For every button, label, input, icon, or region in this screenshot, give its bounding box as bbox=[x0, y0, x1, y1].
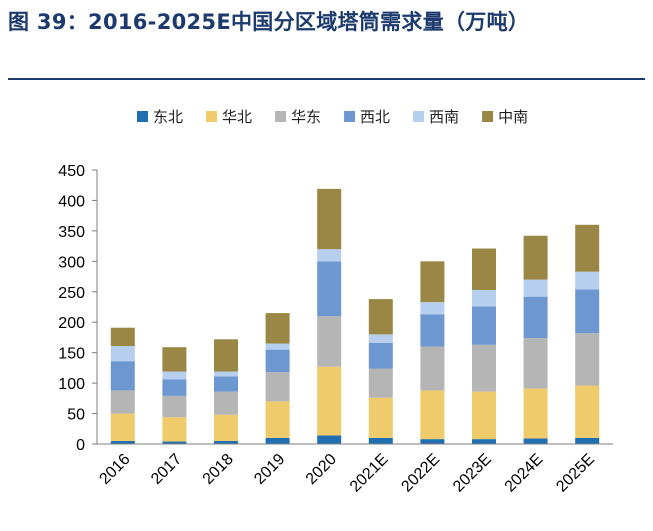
bar-segment bbox=[317, 261, 342, 317]
bar-segment bbox=[523, 296, 548, 339]
bar-segment bbox=[317, 316, 342, 367]
bar-segment bbox=[265, 343, 290, 350]
y-axis: 0 50 100 150 200 250 300 350 400 450 bbox=[58, 163, 98, 454]
y-tick-label: 0 bbox=[76, 437, 85, 454]
bar-segment bbox=[472, 344, 496, 392]
x-tick-label: 2025E bbox=[553, 451, 598, 496]
y-tick-label: 450 bbox=[58, 163, 85, 180]
bar-segment bbox=[368, 368, 393, 398]
bar-segment bbox=[265, 437, 290, 444]
bar-segment bbox=[110, 327, 135, 346]
bar-segment bbox=[110, 390, 135, 414]
legend-swatch bbox=[413, 111, 425, 122]
bar-segment bbox=[472, 391, 496, 440]
legend: 东北 华北 华东 西北 西南 中南 bbox=[137, 108, 528, 126]
bar-segment bbox=[265, 372, 290, 402]
bar-segment bbox=[523, 235, 548, 280]
bar-segment bbox=[214, 440, 238, 444]
bar-segment bbox=[368, 299, 393, 335]
x-tick-label: 2021E bbox=[347, 451, 392, 496]
bar-segment bbox=[317, 366, 342, 436]
bar-segment bbox=[368, 334, 393, 343]
bar-segment bbox=[214, 339, 238, 372]
y-tick-label: 250 bbox=[58, 285, 85, 302]
bar-segment bbox=[162, 347, 187, 372]
x-tick-label: 2016 bbox=[96, 451, 133, 488]
bar-segment bbox=[110, 361, 135, 391]
bar-segment bbox=[575, 385, 600, 438]
legend-swatch bbox=[344, 111, 356, 122]
bar-segment bbox=[317, 249, 342, 262]
bar-segment bbox=[523, 438, 548, 444]
legend-label: 东北 bbox=[153, 108, 183, 126]
bar-segment bbox=[420, 439, 445, 444]
bar-segment bbox=[110, 413, 135, 441]
bar-segment bbox=[420, 346, 445, 391]
bar-segment bbox=[523, 388, 548, 439]
bar-segment bbox=[317, 188, 342, 250]
bar-segment bbox=[162, 371, 187, 380]
bar-segment bbox=[368, 342, 393, 369]
y-tick-label: 100 bbox=[58, 376, 85, 393]
bars bbox=[110, 188, 600, 444]
bar-segment bbox=[420, 390, 445, 440]
bar-segment bbox=[265, 401, 290, 438]
y-tick-label: 300 bbox=[58, 254, 85, 271]
y-tick-label: 50 bbox=[67, 407, 85, 424]
x-axis: 2016 2017 2018 2019 2020 2021E 2022E 2023E 2024E… bbox=[96, 443, 613, 496]
bar-segment bbox=[420, 302, 445, 315]
bar-segment bbox=[368, 437, 393, 444]
y-tick-label: 200 bbox=[58, 315, 85, 332]
legend-swatch bbox=[482, 111, 494, 122]
legend-label: 华东 bbox=[291, 108, 321, 126]
bar-segment bbox=[523, 279, 548, 297]
x-tick-label: 2023E bbox=[450, 451, 495, 496]
x-tick-label: 2020 bbox=[303, 451, 340, 488]
x-tick-label: 2024E bbox=[502, 451, 547, 496]
bar-segment bbox=[214, 414, 238, 441]
bar-segment bbox=[575, 224, 600, 272]
y-tick-label: 400 bbox=[58, 193, 85, 210]
bar-segment bbox=[472, 289, 496, 307]
x-tick-label: 2019 bbox=[251, 451, 288, 488]
bar-segment bbox=[265, 349, 290, 373]
bar-segment bbox=[575, 289, 600, 334]
bar-segment bbox=[420, 261, 445, 303]
bar-segment bbox=[162, 395, 187, 418]
x-tick-label: 2018 bbox=[200, 451, 237, 488]
bar-segment bbox=[110, 440, 135, 444]
bar-segment bbox=[575, 333, 600, 386]
bar-segment bbox=[162, 417, 187, 442]
bar-segment bbox=[214, 371, 238, 377]
bar-segment bbox=[162, 441, 187, 444]
x-tick-label: 2017 bbox=[148, 451, 185, 488]
legend-swatch bbox=[275, 111, 287, 122]
legend-swatch bbox=[206, 111, 218, 122]
bar-segment bbox=[575, 437, 600, 444]
bar-segment bbox=[317, 435, 342, 444]
legend-swatch bbox=[137, 111, 148, 122]
bar-segment bbox=[420, 314, 445, 347]
bar-segment bbox=[214, 391, 238, 415]
bar-segment bbox=[575, 271, 600, 290]
legend-label: 西南 bbox=[429, 108, 459, 126]
bar-segment bbox=[265, 313, 290, 344]
bar-segment bbox=[523, 338, 548, 389]
y-tick-label: 350 bbox=[58, 224, 85, 241]
legend-label: 西北 bbox=[360, 108, 390, 126]
title-underline bbox=[8, 78, 645, 80]
bar-segment bbox=[368, 397, 393, 438]
legend-label: 中南 bbox=[498, 108, 528, 126]
figure-title: 图 39：2016-2025E中国分区域塔筒需求量（万吨） bbox=[8, 10, 530, 34]
y-tick-label: 150 bbox=[58, 346, 85, 363]
legend-label: 华北 bbox=[222, 108, 252, 126]
bar-segment bbox=[472, 439, 496, 444]
x-tick-label: 2022E bbox=[398, 451, 443, 496]
bar-segment bbox=[214, 376, 238, 392]
bar-segment bbox=[472, 248, 496, 290]
bar-segment bbox=[110, 345, 135, 362]
bar-segment bbox=[472, 306, 496, 345]
bar-segment bbox=[162, 379, 187, 396]
